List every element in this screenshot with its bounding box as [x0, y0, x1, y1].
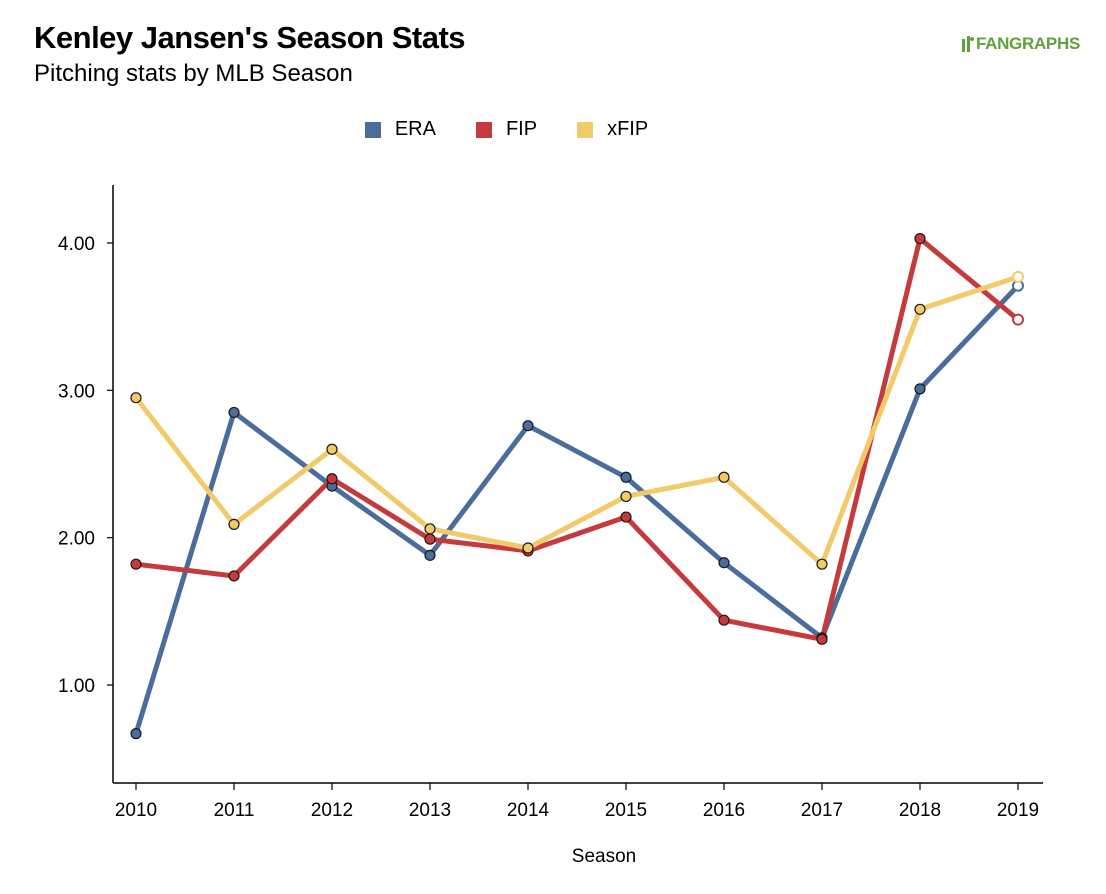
batter-icon	[961, 36, 974, 52]
chart-subtitle: Pitching stats by MLB Season	[34, 60, 353, 87]
legend-swatch-fip	[475, 121, 492, 138]
x-tick-label: 2011	[214, 800, 255, 821]
y-tick-label: 3.00	[58, 381, 95, 402]
data-point-fip[interactable]	[424, 533, 436, 545]
x-tick-label: 2019	[997, 800, 1039, 821]
data-point-fip[interactable]	[620, 511, 632, 523]
legend-swatch-xfip	[577, 121, 594, 138]
y-tick-label: 2.00	[58, 529, 95, 550]
data-point-fip[interactable]	[914, 232, 926, 245]
data-point-era[interactable]	[522, 420, 534, 432]
x-tick-label: 2018	[899, 800, 941, 821]
y-tick-label: 1.00	[58, 676, 95, 697]
data-point-xfip[interactable]	[718, 471, 730, 483]
x-tick-label: 2015	[605, 800, 647, 821]
logo-text: FANGRAPHS	[975, 34, 1080, 53]
data-point-era[interactable]	[424, 549, 436, 561]
series-line-era	[133, 283, 1021, 737]
x-tick-label: 2014	[507, 800, 550, 821]
data-point-xfip[interactable]	[228, 518, 240, 531]
x-tick-label: 2010	[115, 800, 157, 821]
series-line-xfip	[133, 274, 1021, 567]
data-point-fip[interactable]	[326, 473, 338, 485]
data-point-era[interactable]	[130, 728, 142, 740]
x-tick-label: 2012	[311, 800, 353, 821]
data-point-xfip[interactable]	[326, 443, 338, 455]
data-point-xfip[interactable]	[816, 558, 828, 570]
data-point-era[interactable]	[914, 383, 926, 395]
x-tick-label: 2017	[801, 800, 843, 821]
data-point-fip[interactable]	[816, 633, 828, 645]
data-point-xfip[interactable]	[1012, 270, 1024, 283]
data-point-era[interactable]	[228, 406, 240, 419]
chart-title: Kenley Jansen's Season Stats	[34, 20, 466, 55]
fangraphs-logo[interactable]: FANGRAPHS	[961, 34, 1080, 54]
data-point-fip[interactable]	[130, 558, 142, 570]
legend-swatch-era	[364, 121, 381, 138]
y-tick-label: 4.00	[58, 234, 95, 255]
x-axis-label: Season	[572, 846, 636, 867]
data-point-xfip[interactable]	[424, 523, 436, 535]
x-tick-label: 2016	[703, 800, 745, 821]
data-point-xfip[interactable]	[620, 490, 632, 503]
data-point-fip[interactable]	[718, 614, 730, 626]
data-point-era[interactable]	[718, 557, 730, 569]
x-tick-label: 2013	[409, 800, 451, 821]
legend-item-xfip[interactable]: xFIP	[577, 118, 648, 141]
data-point-fip[interactable]	[228, 570, 240, 582]
series-lines	[133, 236, 1021, 737]
legend-item-era[interactable]: ERA	[364, 118, 436, 141]
data-point-xfip[interactable]	[914, 303, 926, 315]
series-points	[130, 232, 1024, 740]
data-point-era[interactable]	[620, 471, 632, 483]
legend-label-era: ERA	[394, 118, 436, 140]
legend-label-fip: FIP	[505, 118, 538, 140]
data-point-xfip[interactable]	[130, 392, 142, 404]
legend-label-xfip: xFIP	[607, 118, 649, 140]
data-point-xfip[interactable]	[522, 542, 534, 554]
chart-axes: 1.00 2.00 3.00 4.00 2010 2011 2012 2013 2014 2015…	[58, 185, 1043, 821]
chart-legend: ERA FIP xFIP	[0, 118, 1013, 141]
data-point-fip[interactable]	[1012, 313, 1024, 326]
legend-item-fip[interactable]: FIP	[475, 118, 538, 141]
